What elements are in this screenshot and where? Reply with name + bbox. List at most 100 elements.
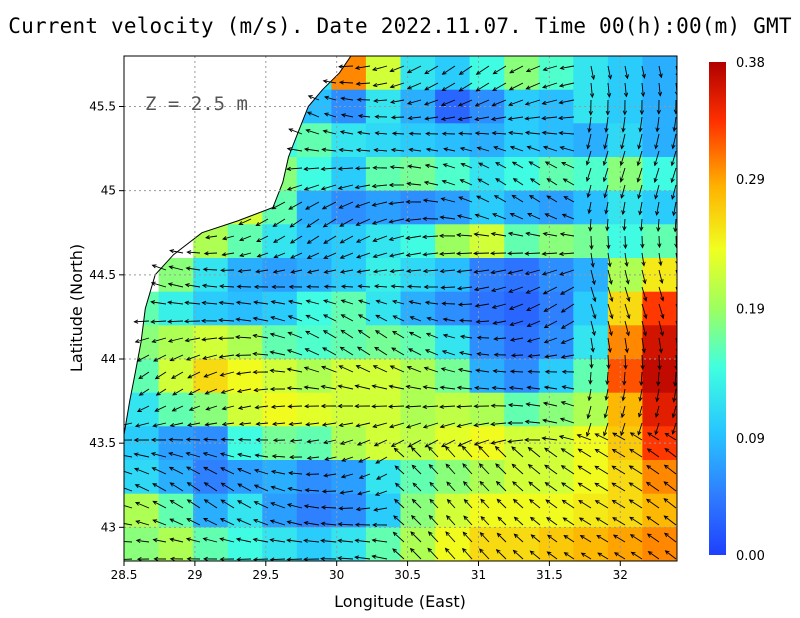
velocity-arrow bbox=[203, 466, 218, 475]
velocity-arrow bbox=[646, 448, 660, 458]
velocity-arrow bbox=[217, 336, 235, 341]
velocity-arrow bbox=[493, 195, 507, 203]
velocity-arrow bbox=[220, 268, 235, 273]
velocity-arrow bbox=[167, 319, 184, 324]
velocity-cell bbox=[400, 56, 436, 91]
velocity-arrow bbox=[306, 455, 320, 461]
velocity-arrow bbox=[354, 522, 371, 527]
velocity-arrow bbox=[171, 405, 184, 412]
velocity-arrow bbox=[561, 213, 575, 220]
velocity-arrow bbox=[423, 180, 439, 186]
velocity-arrow bbox=[392, 531, 405, 543]
velocity-arrow bbox=[286, 520, 303, 526]
y-tick-label: 43.5 bbox=[89, 436, 116, 450]
velocity-arrow bbox=[440, 197, 456, 203]
velocity-arrow bbox=[641, 65, 646, 79]
velocity-arrow bbox=[288, 128, 303, 135]
velocity-cell bbox=[538, 325, 574, 360]
velocity-arrow bbox=[623, 235, 628, 250]
velocity-arrow bbox=[496, 498, 507, 509]
velocity-arrow bbox=[459, 350, 473, 356]
velocity-arrow bbox=[508, 130, 524, 136]
velocity-arrow bbox=[427, 446, 439, 458]
velocity-arrow bbox=[169, 499, 184, 509]
velocity-arrow bbox=[474, 99, 490, 107]
velocity-arrow bbox=[372, 422, 388, 428]
velocity-arrow bbox=[187, 371, 201, 379]
velocity-arrow bbox=[639, 371, 644, 387]
velocity-arrow bbox=[136, 405, 150, 412]
velocity-arrow bbox=[186, 250, 201, 255]
velocity-arrow bbox=[590, 252, 595, 268]
velocity-arrow bbox=[603, 184, 609, 199]
velocity-arrow bbox=[528, 195, 541, 203]
velocity-arrow bbox=[324, 456, 337, 461]
velocity-arrow bbox=[287, 331, 303, 339]
velocity-arrow bbox=[673, 371, 677, 387]
velocity-arrow bbox=[560, 401, 575, 407]
velocity-arrow bbox=[306, 284, 320, 289]
velocity-arrow bbox=[606, 235, 611, 250]
velocity-arrow bbox=[356, 346, 371, 356]
velocity-arrow bbox=[406, 82, 422, 90]
velocity-arrow bbox=[445, 531, 456, 543]
velocity-arrow bbox=[186, 499, 201, 509]
velocity-arrow bbox=[459, 179, 473, 186]
velocity-arrow bbox=[408, 131, 422, 136]
velocity-cell bbox=[296, 325, 332, 360]
velocity-arrow bbox=[441, 65, 456, 75]
velocity-arrow bbox=[472, 251, 490, 256]
velocity-arrow bbox=[202, 537, 218, 543]
velocity-arrow bbox=[545, 499, 558, 509]
velocity-cell bbox=[331, 527, 367, 561]
velocity-cell bbox=[193, 493, 229, 528]
velocity-arrow bbox=[629, 516, 643, 526]
velocity-arrow bbox=[558, 435, 575, 441]
velocity-arrow bbox=[493, 336, 507, 341]
velocity-arrow bbox=[184, 337, 201, 343]
velocity-arrow bbox=[629, 432, 643, 441]
velocity-arrow bbox=[670, 167, 677, 184]
velocity-arrow bbox=[605, 218, 610, 232]
velocity-arrow bbox=[138, 371, 150, 380]
velocity-arrow bbox=[509, 320, 524, 327]
velocity-arrow bbox=[372, 365, 388, 373]
velocity-arrow bbox=[151, 264, 167, 271]
velocity-cell bbox=[227, 527, 263, 561]
velocity-arrow bbox=[528, 481, 541, 492]
velocity-arrow bbox=[389, 365, 405, 373]
velocity-arrow bbox=[439, 251, 456, 257]
velocity-arrow bbox=[355, 147, 371, 153]
velocity-arrow bbox=[604, 201, 609, 215]
velocity-arrow bbox=[656, 99, 662, 115]
velocity-arrow bbox=[354, 184, 371, 190]
velocity-arrow bbox=[203, 499, 218, 509]
velocity-arrow bbox=[621, 201, 626, 216]
velocity-arrow bbox=[563, 534, 575, 543]
velocity-arrow bbox=[542, 82, 558, 89]
velocity-arrow bbox=[340, 314, 354, 322]
velocity-cell bbox=[642, 493, 677, 528]
velocity-arrow bbox=[604, 116, 609, 133]
velocity-arrow bbox=[439, 404, 456, 409]
velocity-arrow bbox=[337, 403, 354, 409]
velocity-arrow bbox=[253, 518, 269, 526]
velocity-arrow bbox=[463, 515, 473, 526]
velocity-arrow bbox=[456, 232, 473, 238]
colorbar-tick-label: 0.09 bbox=[736, 432, 765, 447]
velocity-arrow bbox=[490, 286, 507, 293]
velocity-arrow bbox=[439, 385, 456, 390]
velocity-cell bbox=[365, 493, 402, 528]
velocity-arrow bbox=[289, 438, 303, 443]
velocity-arrow bbox=[389, 65, 405, 73]
velocity-arrow bbox=[672, 116, 677, 133]
velocity-arrow bbox=[323, 473, 337, 478]
velocity-arrow bbox=[133, 452, 150, 458]
velocity-cell bbox=[538, 493, 574, 528]
velocity-arrow bbox=[495, 480, 507, 492]
velocity-arrow bbox=[338, 422, 354, 428]
velocity-cell bbox=[262, 359, 298, 394]
velocity-arrow bbox=[424, 163, 439, 169]
velocity-arrow bbox=[525, 402, 541, 407]
velocity-arrow bbox=[490, 421, 507, 427]
